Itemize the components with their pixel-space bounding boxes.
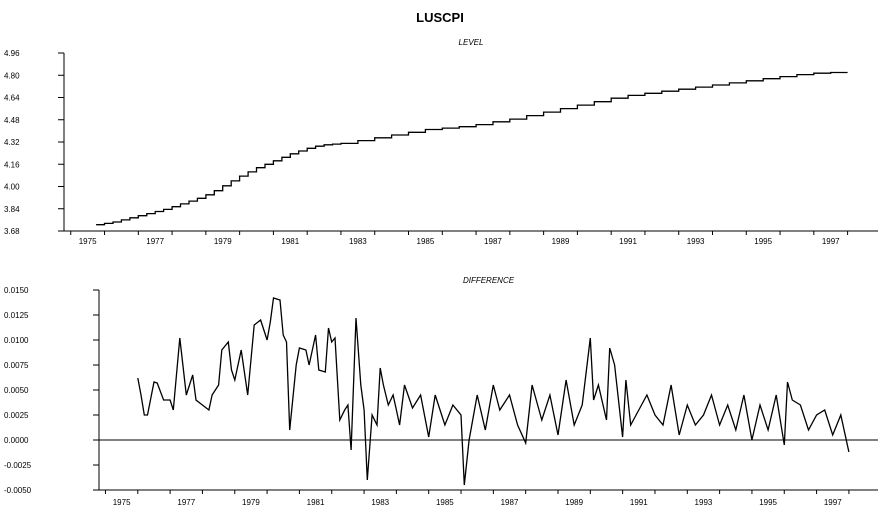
figure-title: LUSCPI <box>416 10 464 25</box>
x-tick-label: 1985 <box>436 498 454 507</box>
y-tick-label: 4.32 <box>4 138 20 147</box>
x-tick-label: 1997 <box>824 498 842 507</box>
x-tick-label: 1983 <box>371 498 389 507</box>
series-line <box>137 297 850 486</box>
y-tick-label: 4.80 <box>4 71 20 80</box>
x-tick-label: 1987 <box>501 498 519 507</box>
y-tick-label: 4.16 <box>4 160 20 169</box>
y-tick-label: 0.0075 <box>4 361 29 370</box>
x-tick-label: 1995 <box>754 237 772 246</box>
y-tick-label: 0.0025 <box>4 411 29 420</box>
x-tick-label: 1979 <box>214 237 232 246</box>
x-tick-label: 1983 <box>349 237 367 246</box>
y-tick-label: 4.48 <box>4 116 20 125</box>
x-tick-label: 1981 <box>281 237 299 246</box>
x-tick-label: 1979 <box>242 498 260 507</box>
y-tick-label: 0.0100 <box>4 336 29 345</box>
x-tick-label: 1991 <box>619 237 637 246</box>
y-tick-label: 3.68 <box>4 227 20 236</box>
y-tick-label: 4.00 <box>4 183 20 192</box>
x-tick-label: 1993 <box>695 498 713 507</box>
series-line <box>96 71 848 226</box>
y-tick-label: 0.0150 <box>4 286 29 295</box>
panel-subtitle: LEVEL <box>459 38 484 47</box>
y-tick-label: 0.0125 <box>4 311 29 320</box>
x-tick-label: 1985 <box>417 237 435 246</box>
difference-panel: DIFFERENCE -0.0050 -0.0025 0.0000 0.0025 0.00… <box>4 276 878 507</box>
x-tick-label: 1991 <box>630 498 648 507</box>
x-tick-label: 1993 <box>687 237 705 246</box>
x-tick-label: 1981 <box>307 498 325 507</box>
y-tick-label: 0.0050 <box>4 386 29 395</box>
x-tick-label: 1977 <box>177 498 195 507</box>
x-tick-label: 1977 <box>146 237 164 246</box>
y-tick-label: -0.0025 <box>4 461 32 470</box>
y-tick-label: -0.0050 <box>4 486 32 495</box>
x-tick-label: 1975 <box>113 498 131 507</box>
x-tick-label: 1987 <box>484 237 502 246</box>
panel-subtitle: DIFFERENCE <box>463 276 515 285</box>
y-tick-label: 4.96 <box>4 49 20 58</box>
x-tick-label: 1989 <box>552 237 570 246</box>
x-tick-label: 1975 <box>79 237 97 246</box>
level-panel: LEVEL 3.68 3.84 4.00 4.16 4.32 4.48 4.64 4.80 4.9… <box>4 38 878 246</box>
y-tick-label: 0.0000 <box>4 436 29 445</box>
x-tick-label: 1995 <box>759 498 777 507</box>
y-tick-label: 4.64 <box>4 94 20 103</box>
x-tick-label: 1989 <box>565 498 583 507</box>
y-tick-label: 3.84 <box>4 205 20 214</box>
x-tick-label: 1997 <box>822 237 840 246</box>
